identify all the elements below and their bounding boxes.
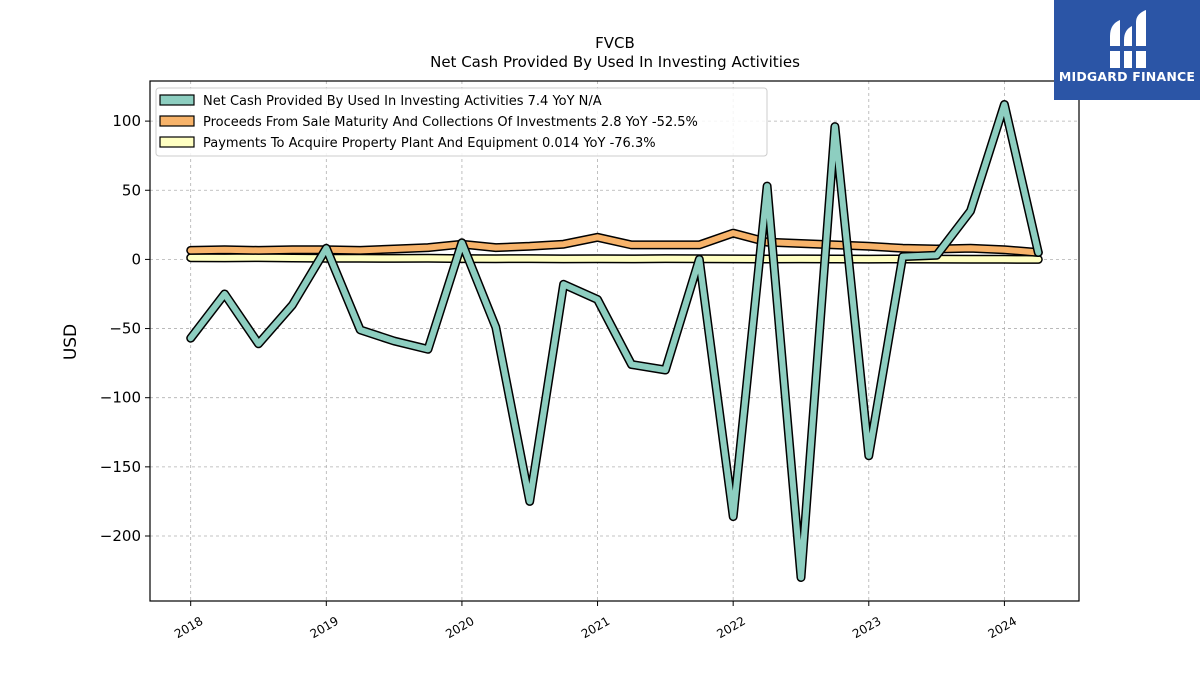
- legend-swatch: [159, 115, 195, 127]
- x-tick-label: 2019: [308, 614, 341, 641]
- axis-ticks: 100 50 0 −50 −100 −150 −200 2018 2019 2020 2021 202…: [100, 112, 1019, 641]
- midgard-logo-icon: [1108, 10, 1148, 68]
- series-layer: [186, 100, 1043, 582]
- y-tick-label: 50: [122, 181, 141, 199]
- series-line-outline: [186, 100, 1043, 582]
- x-tick-label: 2021: [579, 614, 612, 641]
- brand-logo: MIDGARD FINANCE: [1054, 0, 1200, 100]
- series-line: [187, 101, 1042, 581]
- x-tick-label: 2023: [850, 614, 883, 641]
- y-tick-label: −200: [100, 527, 141, 545]
- y-tick-label: −150: [100, 458, 141, 476]
- legend: Net Cash Provided By Used In Investing A…: [155, 87, 768, 157]
- series-0: [186, 100, 1043, 582]
- logo-text: MIDGARD FINANCE: [1058, 69, 1196, 84]
- y-tick-label: −50: [109, 320, 141, 338]
- chart-title: FVCB: [595, 34, 635, 52]
- y-tick-label: 100: [112, 112, 141, 130]
- y-tick-label: −100: [100, 389, 141, 407]
- legend-swatch: [159, 136, 195, 148]
- y-tick-label: 0: [131, 250, 141, 268]
- legend-label: Proceeds From Sale Maturity And Collecti…: [203, 115, 698, 130]
- legend-swatch: [159, 94, 195, 106]
- legend-box: [155, 87, 768, 157]
- x-tick-label: 2022: [714, 614, 747, 641]
- y-axis-label: USD: [61, 324, 81, 360]
- legend-label: Payments To Acquire Property Plant And E…: [203, 136, 656, 151]
- series-line: [187, 230, 1042, 256]
- plot-frame: [149, 80, 1080, 602]
- x-tick-label: 2024: [986, 614, 1019, 641]
- x-tick-label: 2018: [172, 614, 205, 641]
- legend-label: Net Cash Provided By Used In Investing A…: [203, 94, 602, 109]
- chart-subtitle: Net Cash Provided By Used In Investing A…: [430, 53, 800, 71]
- x-tick-label: 2020: [443, 614, 476, 641]
- series-1: [186, 228, 1043, 257]
